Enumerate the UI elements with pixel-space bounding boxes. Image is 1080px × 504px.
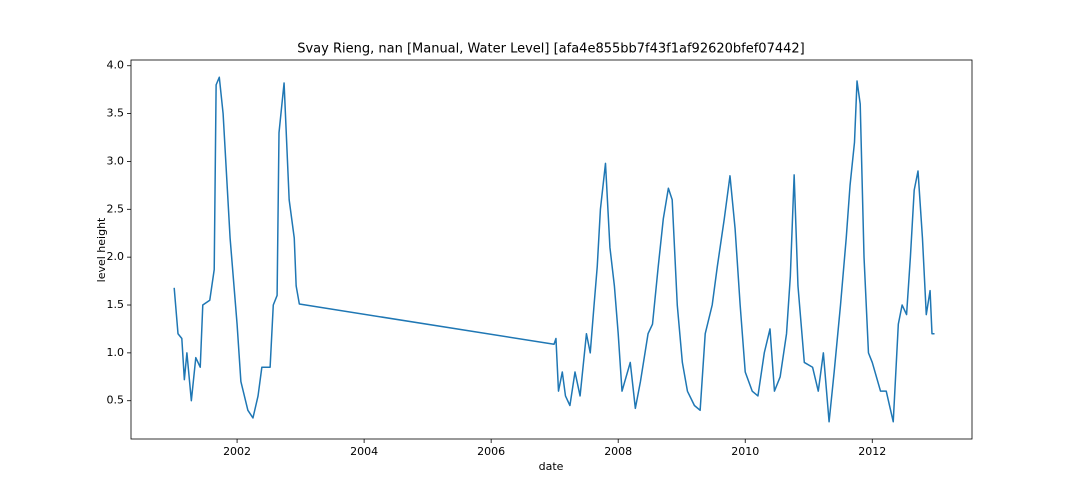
y-tick-label: 1.5	[107, 298, 125, 311]
x-tick-label: 2008	[604, 445, 632, 458]
x-tick-label: 2004	[350, 445, 378, 458]
y-tick-label: 1.0	[107, 346, 125, 359]
plot-frame	[130, 59, 973, 440]
x-tick-label: 2010	[731, 445, 759, 458]
x-tick-label: 2012	[858, 445, 886, 458]
x-axis-label: date	[539, 460, 564, 473]
data-line	[173, 76, 935, 423]
y-tick-label: 2.0	[107, 250, 125, 263]
y-axis-label: level height	[95, 217, 108, 282]
y-tick-label: 3.5	[107, 107, 125, 120]
chart-title: Svay Rieng, nan [Manual, Water Level] [a…	[297, 42, 805, 57]
y-tick-label: 2.5	[107, 202, 125, 215]
y-tick-label: 4.0	[107, 59, 125, 72]
x-tick-label: 2006	[477, 445, 505, 458]
y-tick-label: 0.5	[107, 394, 125, 407]
x-tick-label: 2002	[223, 445, 251, 458]
y-tick-label: 3.0	[107, 154, 125, 167]
